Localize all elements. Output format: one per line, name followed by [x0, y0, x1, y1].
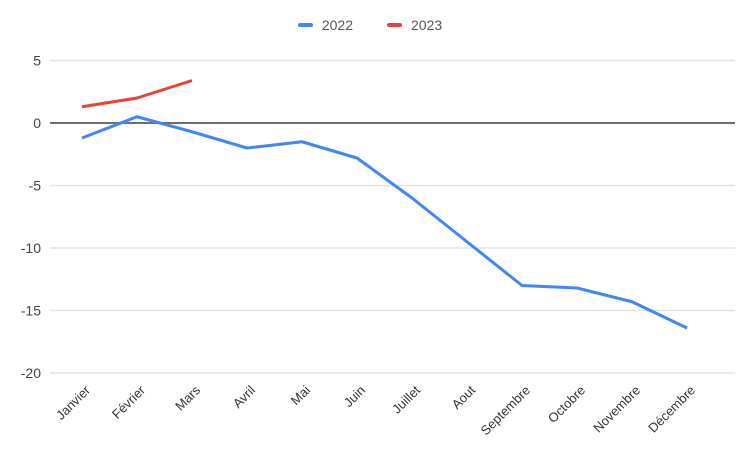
y-axis-tick-label: -5	[29, 178, 42, 194]
legend-label-2022: 2022	[321, 17, 353, 33]
x-axis-label: Janvier	[53, 382, 94, 423]
x-axis-label: Aout	[449, 382, 479, 412]
x-axis-label: Juin	[341, 383, 368, 410]
series-line-2023	[81, 79, 193, 109]
x-axis-label: Février	[109, 382, 149, 422]
y-axis-tick-label: 5	[33, 53, 41, 69]
y-axis-tick-label: -10	[21, 240, 41, 256]
x-axis-label: Septembre	[478, 383, 534, 439]
legend-item-2022: 2022	[297, 17, 353, 33]
x-axis-label: Novembre	[590, 383, 643, 436]
x-axis-label: Décembre	[645, 383, 698, 436]
series-line-2022	[81, 115, 688, 330]
legend-item-2023: 2023	[387, 18, 442, 32]
legend-swatch-2023-icon	[387, 23, 402, 27]
y-axis-tick-label: -15	[21, 303, 41, 319]
chart-legend: 2022 2023	[0, 18, 740, 32]
y-axis-tick-label: 0	[33, 115, 41, 131]
legend-swatch-2022-icon	[297, 23, 313, 27]
x-axis-label: Mai	[288, 382, 313, 407]
legend-label-2023: 2023	[411, 17, 443, 33]
x-axis-label: Octobre	[545, 383, 588, 426]
x-axis-label: Juillet	[389, 382, 423, 416]
x-axis-label: Mars	[172, 382, 203, 413]
y-axis-tick-label: -20	[21, 365, 41, 381]
x-axis-label: Avril	[230, 382, 258, 410]
